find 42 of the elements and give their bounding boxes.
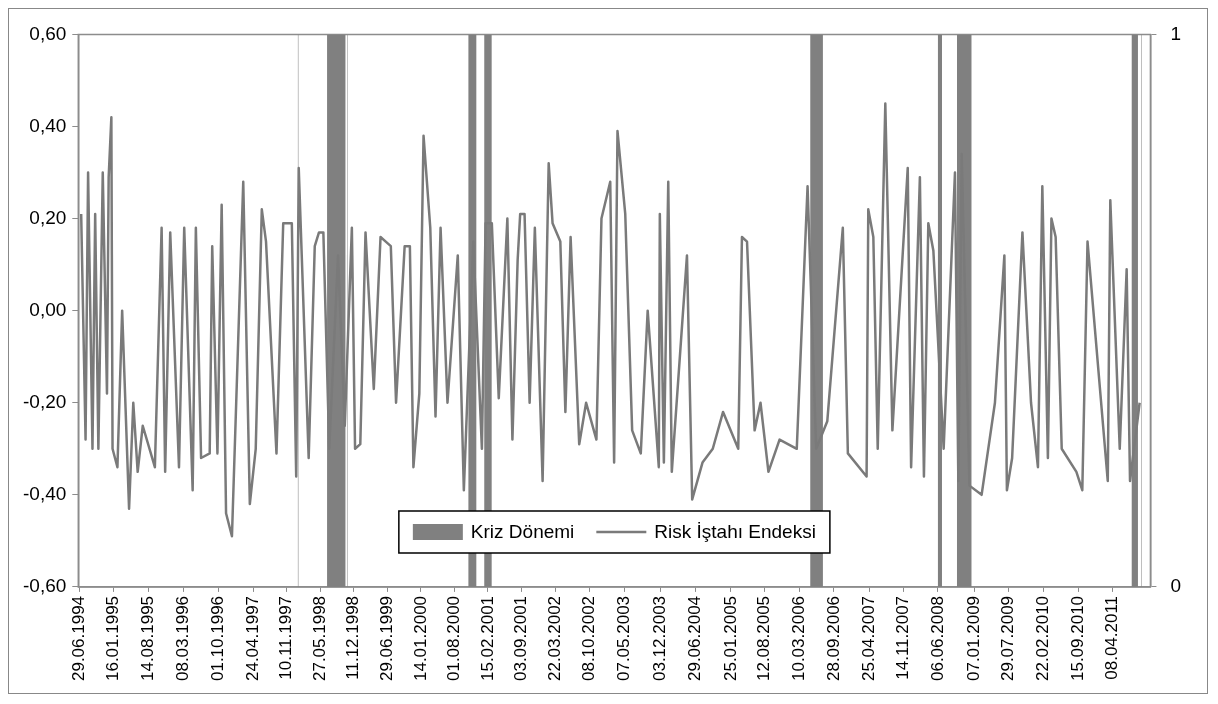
legend-label: Kriz Dönemi: [470, 521, 575, 543]
x-tick-label: 15.02.2001: [477, 595, 497, 682]
x-tick-label: 12.08.2005: [754, 595, 774, 682]
x-tick-label: 14.01.2000: [410, 595, 430, 682]
x-tick-label: 10.03.2006: [789, 595, 809, 682]
y-tick-label: -0,40: [22, 483, 67, 505]
x-tick-label: 24.04.1997: [242, 595, 262, 682]
x-tick-label: 01.08.2000: [444, 595, 464, 682]
x-tick-label: 28.09.2006: [823, 595, 843, 682]
x-tick-label: 08.03.1996: [173, 595, 193, 682]
x-tick-label: 03.12.2003: [649, 595, 669, 682]
x-tick-label: 29.07.2009: [998, 595, 1018, 682]
x-tick-label: 25.01.2005: [720, 595, 740, 682]
x-tick-label: 22.03.2002: [545, 595, 565, 682]
x-tick-label: 15.09.2010: [1067, 595, 1087, 682]
x-tick-label: 01.10.1996: [208, 595, 228, 682]
y-tick-label: 0,20: [29, 206, 67, 228]
x-tick-label: 06.06.2008: [927, 595, 947, 682]
y-tick-label: -0,20: [22, 390, 67, 412]
x-tick-label: 25.04.2007: [858, 595, 878, 682]
x-tick-label: 14.08.1995: [138, 595, 158, 682]
x-tick-label: 11.12.1998: [343, 595, 363, 680]
x-tick-label: 07.05.2003: [614, 595, 634, 682]
x-tick-label: 07.01.2009: [963, 595, 983, 682]
y-tick-label: 0,40: [29, 114, 67, 136]
legend-label: Risk İştahı Endeksi: [654, 521, 816, 543]
y-tick-label: 0,60: [29, 22, 67, 44]
x-tick-label: 03.09.2001: [511, 595, 531, 682]
y-tick-label: -0,60: [22, 575, 67, 597]
x-tick-label: 08.10.2002: [578, 595, 598, 682]
x-tick-label: 14.11.2007: [893, 595, 913, 680]
y2-tick-label: 1: [1170, 22, 1182, 44]
x-tick-label: 22.02.2010: [1033, 595, 1053, 682]
y2-tick-label: 0: [1170, 575, 1182, 597]
x-tick-label: 10.11.1997: [276, 595, 296, 680]
y-tick-label: 0,00: [29, 298, 67, 320]
x-tick-label: 27.05.1998: [309, 595, 329, 682]
x-tick-label: 29.06.1994: [69, 595, 89, 682]
x-tick-label: 29.06.1999: [376, 595, 396, 682]
x-tick-label: 29.06.2004: [685, 595, 705, 682]
x-tick-label: 16.01.1995: [102, 595, 122, 682]
x-tick-label: 08.04.2011: [1102, 595, 1122, 680]
